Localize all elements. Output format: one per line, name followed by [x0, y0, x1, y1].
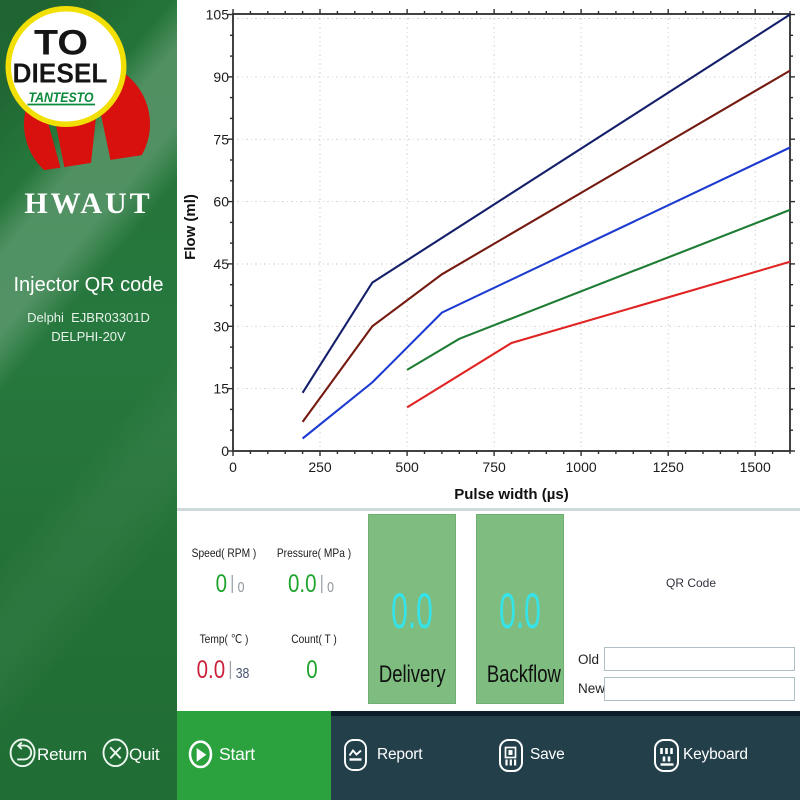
svg-text:60: 60 — [213, 194, 229, 210]
svg-text:0: 0 — [221, 443, 229, 459]
svg-text:750: 750 — [482, 459, 506, 475]
svg-text:TO: TO — [34, 24, 88, 63]
svg-text:DIESEL: DIESEL — [13, 58, 108, 89]
svg-text:250: 250 — [308, 459, 332, 475]
svg-text:1250: 1250 — [653, 459, 684, 475]
svg-text:15: 15 — [213, 381, 229, 397]
svg-text:75: 75 — [213, 131, 229, 147]
svg-text:1000: 1000 — [566, 459, 597, 475]
svg-text:500: 500 — [395, 459, 419, 475]
svg-text:30: 30 — [213, 318, 229, 334]
svg-text:90: 90 — [213, 69, 229, 85]
svg-text:105: 105 — [206, 7, 230, 23]
svg-text:0: 0 — [229, 459, 237, 475]
svg-text:TANTESTO: TANTESTO — [29, 89, 94, 105]
svg-text:Flow (ml): Flow (ml) — [182, 194, 199, 260]
svg-text:1500: 1500 — [740, 459, 771, 475]
svg-text:45: 45 — [213, 256, 229, 272]
svg-text:Pulse width (µs): Pulse width (µs) — [454, 486, 569, 503]
